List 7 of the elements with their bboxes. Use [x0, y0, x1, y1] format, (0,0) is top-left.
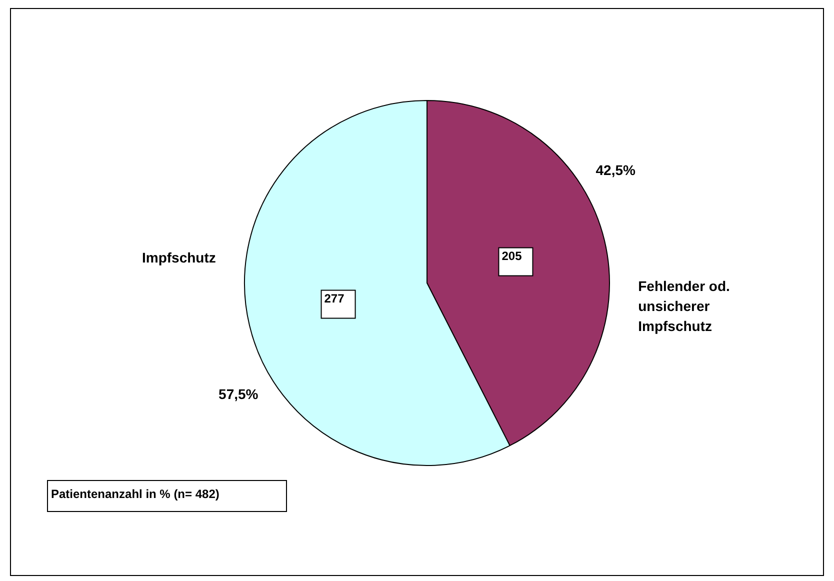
data-label: 42,5% [596, 162, 636, 178]
slice-label: Impfschutz [142, 250, 216, 266]
text: Patientenanzahl in % (n= 482) [47, 480, 287, 512]
text: 205 [502, 249, 522, 264]
slice-label: Fehlender od. unsicherer Impfschutz [638, 278, 730, 334]
data-label: 57,5% [218, 386, 259, 402]
text: 277 [324, 292, 345, 306]
